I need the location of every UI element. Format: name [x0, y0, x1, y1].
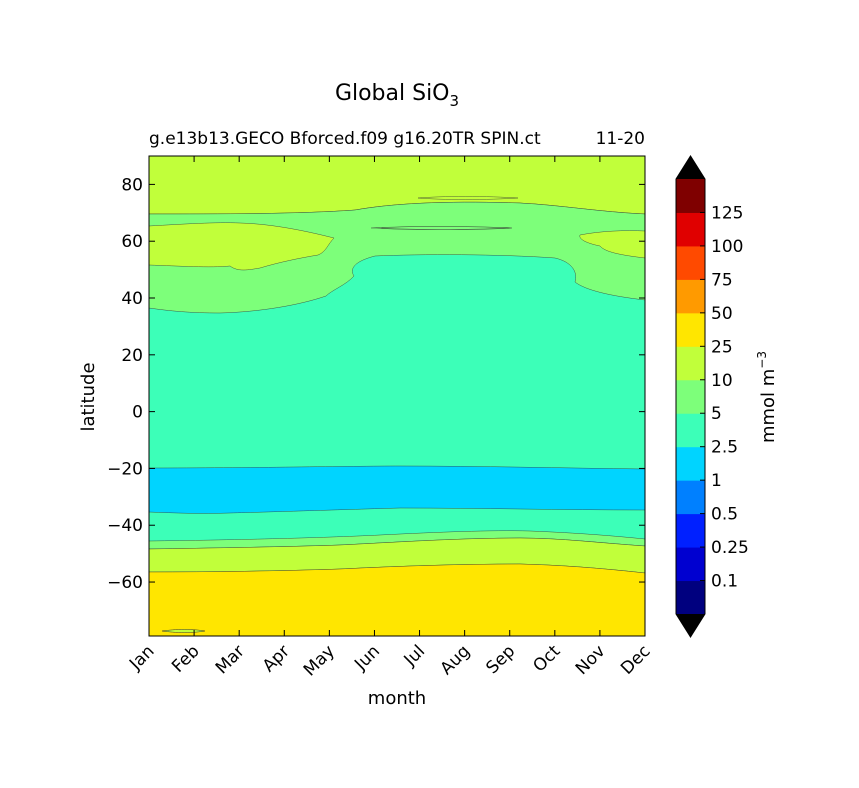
- x-tick-label: Sep: [482, 641, 519, 678]
- colorbar-tick-label: 125: [711, 203, 743, 223]
- x-tick-label: Aug: [437, 641, 475, 679]
- colorbar-tick-label: 10: [711, 371, 733, 391]
- colorbar-segment: [676, 413, 705, 448]
- colorbar-tick-label: 2.5: [711, 438, 738, 458]
- chart-title: Global SiO3: [335, 81, 459, 110]
- contour-region-south-yellow: [149, 563, 645, 636]
- colorbar-label: mmol m−3: [755, 351, 779, 443]
- chart-subtitle-right: 11-20: [596, 129, 645, 149]
- x-tick-label: Jan: [125, 641, 158, 674]
- colorbar-segment: [676, 547, 705, 582]
- y-tick-label: 60: [121, 232, 143, 252]
- plot-area: 80 60 40 20 0 −20 −40 −60 Jan Feb Mar Apr May Jun Jul…: [107, 155, 655, 680]
- x-tick-label: May: [300, 641, 339, 680]
- contour-fills: [149, 156, 645, 636]
- y-tick-label: −40: [107, 516, 143, 536]
- x-axis-label: month: [368, 688, 426, 709]
- plot-frame: [148, 155, 646, 637]
- x-tick-label: Nov: [572, 641, 610, 679]
- x-tick-label: Apr: [259, 641, 294, 676]
- colorbar-segment: [676, 245, 705, 280]
- colorbar-tick-label: 1: [711, 471, 722, 491]
- y-tick-label: −60: [107, 573, 143, 593]
- x-tick-label: Mar: [212, 641, 249, 678]
- colorbar-tick-label: 5: [711, 404, 722, 424]
- contour-region-south-blue: [149, 465, 645, 514]
- y-tick-label: 80: [121, 175, 143, 195]
- colorbar-tick-label: 0.5: [711, 505, 738, 525]
- colorbar-tick-label: 0.25: [711, 538, 749, 558]
- colorbar-tick-label: 0.1: [711, 572, 738, 592]
- colorbar-tick-label: 75: [711, 270, 733, 290]
- colorbar-tick-label: 25: [711, 337, 733, 357]
- colorbar-frame: [675, 155, 706, 638]
- x-tick-label: Feb: [168, 641, 203, 676]
- x-tick-label: Jul: [400, 641, 429, 670]
- contour-region-north-lime-west: [149, 222, 335, 271]
- colorbar-segment: [676, 179, 705, 213]
- x-tick-label: Jun: [350, 641, 384, 675]
- colorbar: 0.1 0.25 0.5 1 2.5 5 10 25 50 75 100 125: [675, 155, 749, 638]
- y-tick-label: 0: [132, 403, 143, 423]
- colorbar-segment: [676, 346, 705, 381]
- y-tick-label: 20: [121, 346, 143, 366]
- chart-subtitle: g.e13b13.GECO Bforced.f09 g16.20TR SPIN.…: [149, 129, 541, 149]
- colorbar-extend-over: [676, 156, 705, 179]
- colorbar-segment: [676, 379, 705, 414]
- colorbar-segment: [676, 312, 705, 347]
- colorbar-segment: [676, 480, 705, 515]
- colorbar-segment: [676, 513, 705, 548]
- x-tick-label: Oct: [529, 641, 564, 676]
- colorbar-segment: [676, 580, 705, 615]
- colorbar-segment: [676, 279, 705, 314]
- colorbar-segment: [676, 212, 705, 247]
- contour-region-north-lime-east: [579, 230, 645, 259]
- y-tick-label: 40: [121, 289, 143, 309]
- colorbar-segment: [676, 446, 705, 481]
- colorbar-tick-label: 100: [711, 237, 743, 257]
- x-tick-label: Dec: [617, 641, 654, 678]
- y-axis-label: latitude: [78, 362, 99, 431]
- contour-region-north-line: [370, 226, 513, 230]
- y-tick-label: −20: [107, 459, 143, 479]
- contour-region-north-lime-strip: [417, 196, 519, 200]
- y-axis: 80 60 40 20 0 −20 −40 −60: [107, 175, 645, 593]
- colorbar-tick-label: 50: [711, 304, 733, 324]
- colorbar-extend-under: [676, 614, 705, 637]
